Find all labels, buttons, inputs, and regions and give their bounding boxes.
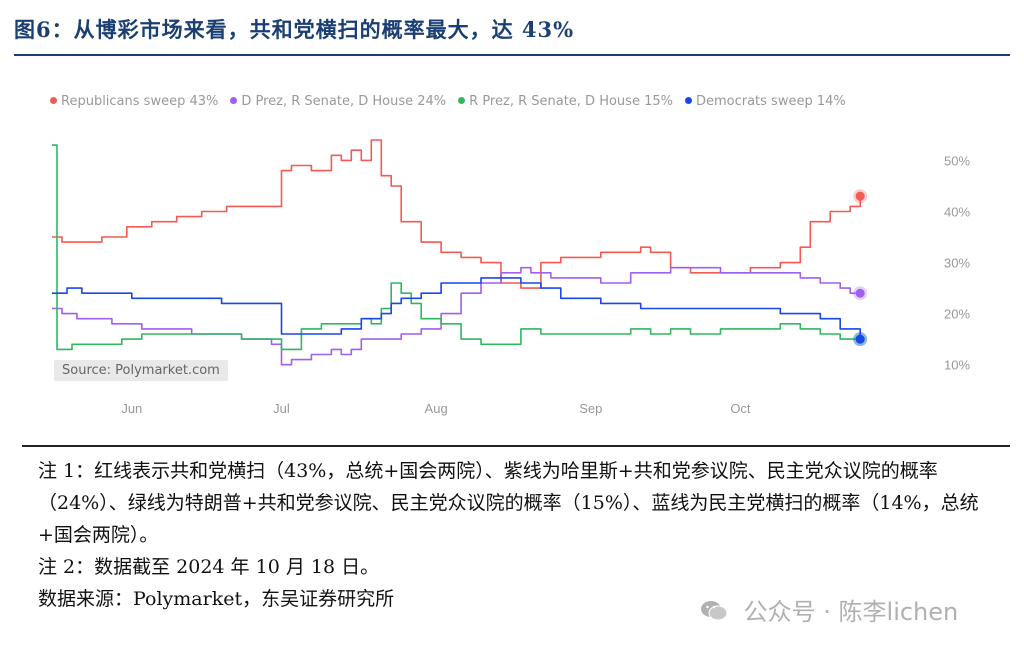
legend-item: Democrats sweep 14% (684, 94, 846, 109)
watermark-text: 公众号 · 陈李lichen (743, 598, 959, 626)
series-line-4 (52, 277, 861, 340)
legend-label: Democrats sweep 14% (695, 94, 846, 109)
legend-swatch (458, 97, 466, 104)
y-tick-label: 40% (944, 204, 970, 219)
legend-swatch (50, 97, 57, 104)
wechat-icon (701, 601, 728, 621)
legend-item: R Prez, R Senate, D House 15% (458, 94, 673, 109)
legend-label: Republicans sweep 43% (61, 94, 219, 109)
watermark: 公众号 · 陈李lichen (700, 592, 958, 627)
x-tick-label: Oct (730, 401, 751, 416)
legend-label: D Prez, R Senate, D House 24% (241, 94, 447, 109)
x-tick-label: Jun (121, 401, 142, 416)
legend-item: D Prez, R Senate, D House 24% (230, 94, 446, 109)
series-line-3 (52, 144, 861, 351)
x-tick-label: Aug (425, 401, 448, 416)
y-tick-label: 30% (944, 256, 970, 271)
data-source: 数据来源：Polymarket，东吴证券研究所 (38, 588, 395, 610)
y-tick-label: 20% (944, 307, 970, 322)
chart-legend: Republicans sweep 43% D Prez, R Senate, D… (50, 94, 858, 109)
note-1: 注 1：红线表示共和党横扫（43%，总统+国会两院）、紫线为哈里斯+共和党参议院… (38, 460, 979, 546)
chart-container: Republicans sweep 43% D Prez, R Senate, D… (0, 60, 1024, 435)
chart-source-label: Source: Polymarket.com (54, 360, 228, 381)
series-end-point (855, 334, 865, 344)
legend-swatch (684, 97, 692, 104)
title-rule (14, 54, 1010, 56)
figure-title: 图6：从博彩市场来看，共和党横扫的概率最大，达 43% (14, 17, 575, 42)
line-chart: 10% 20% 30% 40% 50% Jun Jul Aug Sep Oct (52, 139, 970, 416)
legend-swatch (230, 97, 238, 104)
notes-rule (22, 445, 1010, 447)
legend-item: Republicans sweep 43% (50, 94, 218, 109)
series-end-point (855, 191, 865, 201)
x-tick-label: Sep (579, 401, 602, 416)
x-tick-label: Jul (273, 401, 290, 416)
legend-label: R Prez, R Senate, D House 15% (469, 94, 673, 109)
series-end-point (855, 288, 865, 298)
y-tick-label: 10% (944, 358, 970, 373)
note-2: 注 2：数据截至 2024 年 10 月 18 日。 (38, 556, 380, 578)
y-tick-label: 50% (944, 153, 970, 168)
notes-section: 注 1：红线表示共和党横扫（43%，总统+国会两院）、紫线为哈里斯+共和党参议院… (38, 455, 998, 615)
